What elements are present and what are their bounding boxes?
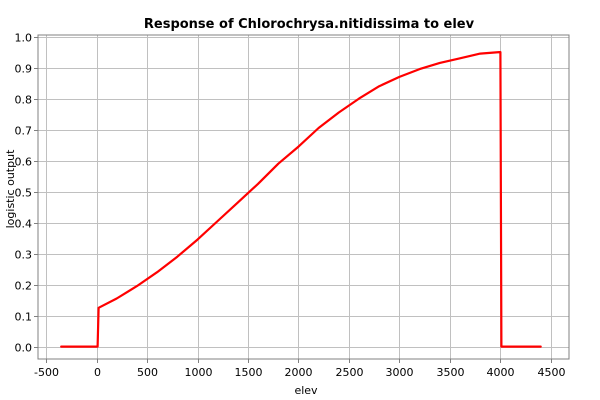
chart-title: Response of Chlorochrysa.nitidissima to …: [144, 17, 475, 32]
x-tick-label: 1500: [235, 366, 263, 379]
y-tick-label: 0.7: [15, 125, 33, 138]
x-tick-label: 1000: [185, 366, 213, 379]
y-tick-label: 0.5: [15, 187, 33, 200]
x-tick-label: -500: [34, 366, 59, 379]
y-axis-label: logistic output: [4, 149, 17, 228]
x-tick-label: 0: [94, 366, 101, 379]
x-tick-label: 4000: [487, 366, 515, 379]
series-layer: [60, 50, 542, 348]
response-curve-line: [60, 50, 542, 348]
y-tick-label: 0.3: [15, 249, 33, 262]
y-tick-label: 0.1: [15, 311, 33, 324]
x-axis-label: elev: [294, 384, 318, 397]
x-axis: -500 0 500 1000 1500 2000 2500 3000 3500 4000 4500: [34, 359, 566, 379]
y-tick-label: 0.9: [15, 63, 33, 76]
y-axis: 0.0 0.1 0.2 0.3 0.4 0.5 0.6 0.7 0.8 0.9 1.0: [15, 32, 38, 355]
x-tick-label: 3000: [386, 366, 414, 379]
y-tick-label: 0.8: [15, 94, 33, 107]
plot-frame: [37, 34, 570, 360]
y-tick-label: 0.4: [15, 218, 33, 231]
y-tick-label: 1.0: [15, 32, 33, 45]
x-tick-label: 3500: [437, 366, 465, 379]
x-tick-label: 4500: [538, 366, 566, 379]
y-tick-label: 0.2: [15, 280, 33, 293]
x-tick-label: 2000: [285, 366, 313, 379]
y-tick-label: 0.6: [15, 156, 33, 169]
y-tick-label: 0.0: [15, 342, 33, 355]
x-tick-label: 2500: [336, 366, 364, 379]
x-tick-label: 500: [137, 366, 158, 379]
grid: [38, 35, 569, 359]
